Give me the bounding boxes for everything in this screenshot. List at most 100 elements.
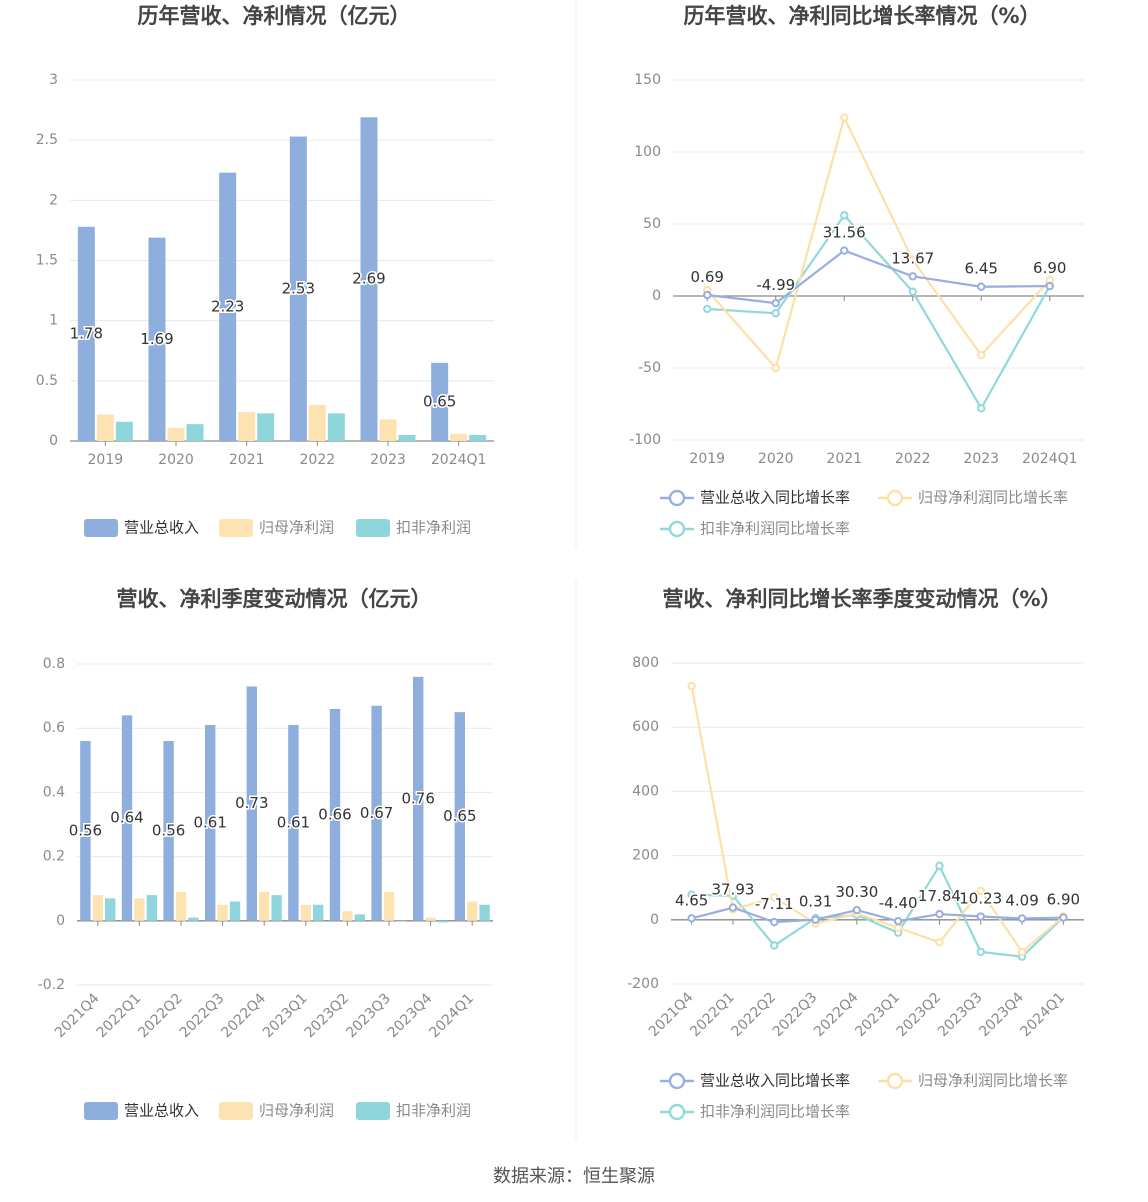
point-revenue: [893, 917, 903, 926]
point-revenue: [1045, 281, 1054, 291]
point-deducted-profit: [770, 941, 779, 950]
x-tick-label: 2024Q1: [426, 991, 477, 1042]
bar-deducted-profit: [479, 904, 490, 921]
bar-net-profit: [425, 917, 436, 921]
legend-item[interactable]: 归母净利润: [219, 1102, 334, 1121]
point-net-profit: [1017, 947, 1027, 957]
bar-revenue: [371, 705, 382, 921]
line-revenue: [691, 906, 1064, 924]
bar-net-profit: [308, 404, 326, 441]
legend-swatch: [356, 519, 390, 537]
bar-revenue: [360, 117, 378, 441]
legend-item[interactable]: 扣非净利润: [356, 1102, 471, 1121]
bar-value-label: 2.69: [352, 270, 385, 288]
bar-deducted-profit: [257, 413, 275, 441]
x-tick-label: 2022Q2: [728, 990, 779, 1041]
point-revenue: [770, 917, 779, 927]
point-revenue: [840, 246, 849, 255]
x-tick-label: 2022Q3: [770, 990, 821, 1041]
y-tick-label: 50: [643, 216, 661, 232]
y-tick-label: 0: [49, 433, 58, 449]
point-deducted-profit: [976, 947, 985, 957]
legend-item[interactable]: 营业总收入同比增长率: [660, 1072, 850, 1090]
legend: 营业总收入 归母净利润 扣非净利润: [84, 519, 471, 538]
bar-net-profit: [300, 904, 311, 921]
y-tick-label: 1.5: [36, 253, 58, 269]
line-value-label: -4.99: [756, 276, 795, 294]
point-revenue: [703, 290, 712, 300]
line-value-label: 37.93: [711, 881, 754, 899]
x-tick-label: 2023: [963, 451, 999, 467]
bar-deducted-profit: [396, 920, 407, 922]
x-tick-label: 2023Q1: [260, 991, 311, 1042]
legend-item[interactable]: 营业总收入: [84, 1102, 199, 1121]
line-value-label: 10.23: [959, 890, 1002, 908]
bar-revenue: [121, 715, 133, 921]
bar-revenue: [413, 676, 424, 921]
bar-revenue: [77, 226, 95, 441]
bar-deducted-profit: [327, 413, 345, 441]
x-tick-label: 2022: [895, 451, 931, 467]
x-tick-label: 2023Q4: [976, 989, 1027, 1040]
legend-label: 归母净利润同比增长率: [918, 489, 1068, 507]
point-net-profit: [687, 681, 696, 691]
point-revenue: [976, 912, 985, 921]
x-tick-label: 2022Q4: [218, 990, 269, 1041]
bar-value-label: 0.56: [69, 821, 102, 839]
legend-label: 扣非净利润同比增长率: [700, 1103, 850, 1121]
x-tick-label: 2023Q2: [894, 990, 945, 1041]
bar-revenue: [289, 136, 307, 441]
point-deducted-profit: [771, 309, 780, 318]
y-tick-label: 2.5: [36, 132, 58, 148]
legend-item[interactable]: 营业总收入同比增长率: [660, 489, 850, 507]
legend-label: 扣非净利润: [396, 1102, 471, 1120]
legend-item[interactable]: 归母净利润同比增长率: [878, 1072, 1068, 1090]
point-revenue: [908, 272, 917, 281]
y-tick-label: 0.2: [43, 849, 65, 865]
line-value-label: 0.31: [799, 893, 832, 911]
chart-title: 营收、净利季度变动情况（亿元）: [117, 587, 432, 611]
legend-swatch: [84, 1102, 118, 1120]
legend-item[interactable]: 扣非净利润同比增长率: [660, 1103, 850, 1121]
chart-panel-3: 营收、净利季度变动情况（亿元）-0.200.20.40.60.82021Q420…: [38, 587, 493, 1120]
bar-revenue: [219, 172, 237, 441]
bar-revenue: [148, 237, 166, 441]
point-deducted-profit: [687, 890, 696, 899]
legend-item[interactable]: 扣非净利润: [356, 519, 471, 538]
legend-swatch: [356, 1102, 390, 1120]
legend-item[interactable]: 扣非净利润同比增长率: [660, 520, 850, 538]
legend-label: 营业总收入: [124, 1102, 199, 1120]
y-tick-label: 600: [632, 719, 659, 735]
legend-label: 营业总收入同比增长率: [700, 1072, 850, 1090]
point-revenue: [771, 298, 780, 308]
point-revenue: [935, 909, 944, 919]
legend-item[interactable]: 归母净利润同比增长率: [878, 489, 1068, 507]
bar-revenue: [329, 708, 341, 921]
legend-item[interactable]: 归母净利润: [219, 519, 334, 538]
bar-value-label: 0.65: [443, 807, 476, 825]
bar-value-label: 0.61: [193, 813, 226, 831]
bar-value-label: 0.56: [152, 821, 185, 839]
y-tick-label: 0.6: [43, 720, 65, 736]
legend-swatch: [219, 1102, 253, 1120]
line-value-label: 6.45: [965, 260, 998, 278]
x-tick-label: 2021Q4: [52, 990, 103, 1041]
bar-net-profit: [175, 891, 187, 921]
x-tick-label: 2023Q2: [302, 991, 353, 1042]
bar-value-label: 0.73: [235, 794, 268, 812]
bar-deducted-profit: [398, 434, 416, 441]
y-tick-label: 0.5: [36, 373, 58, 389]
bar-net-profit: [379, 419, 397, 441]
x-tick-label: 2020: [158, 452, 194, 468]
bar-net-profit: [342, 911, 353, 921]
bar-revenue: [288, 724, 299, 921]
legend-item[interactable]: 营业总收入: [84, 519, 199, 538]
point-revenue: [1017, 914, 1027, 923]
point-net-profit: [935, 938, 944, 947]
point-net-profit: [908, 255, 917, 265]
bar-deducted-profit: [437, 920, 449, 923]
chart-title: 营收、净利同比增长率季度变动情况（%）: [662, 587, 1061, 611]
